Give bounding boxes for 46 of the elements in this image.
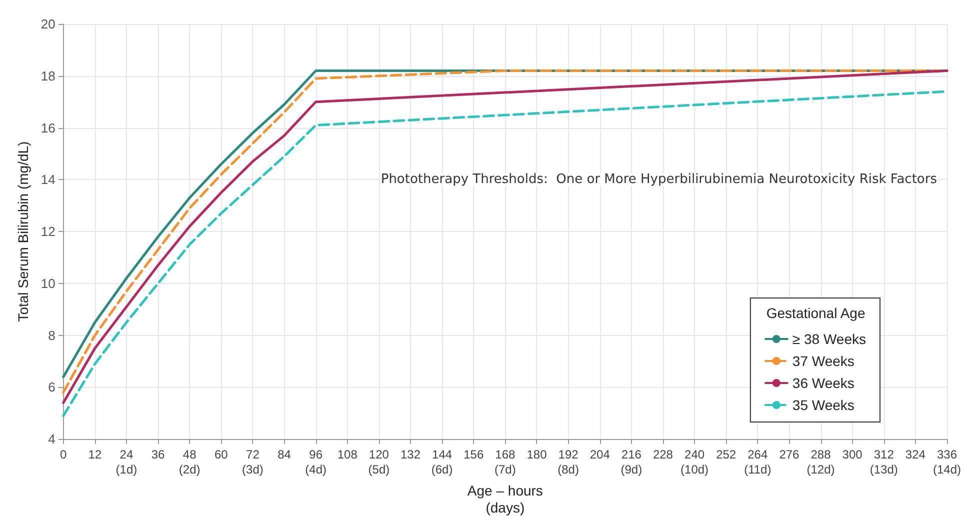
x-tick-label: 180 <box>526 448 548 462</box>
x-tick-label: 300 <box>842 448 863 462</box>
x-tick-label: 96 (4d) <box>305 448 326 477</box>
x-tick-label: 132 <box>400 448 421 462</box>
y-tick-label: 18 <box>40 68 56 84</box>
x-tick-label: 72 (3d) <box>242 448 264 477</box>
y-tick-label: 8 <box>48 328 56 343</box>
legend-label: 36 Weeks <box>792 375 854 391</box>
x-tick-label: 120 (5d) <box>368 448 390 477</box>
y-tick-label: 20 <box>40 16 56 32</box>
x-tick-label: 276 <box>779 448 800 462</box>
x-tick-label: 60 <box>214 448 228 462</box>
x-tick-label: 48 (2d) <box>178 448 200 477</box>
y-tick-label: 16 <box>40 120 56 136</box>
x-tick-label: 168 (7d) <box>494 448 516 477</box>
x-tick-label: 312 (13d) <box>870 448 898 477</box>
x-tick-label: 84 <box>278 448 292 462</box>
x-tick-label: 144 (6d) <box>431 448 453 477</box>
x-tick-label: 216 (9d) <box>620 448 642 477</box>
legend-label: 35 Weeks <box>792 397 854 413</box>
x-axis-title: Age – hours (days) <box>467 482 543 516</box>
x-tick-label: 228 <box>652 448 674 462</box>
x-tick-label: 36 <box>151 448 166 462</box>
x-tick-label: 288 (12d) <box>806 448 835 477</box>
x-tick-label: 264 (11d) <box>744 448 772 477</box>
x-tick-label: 324 <box>905 448 926 462</box>
x-tick-label: 108 <box>337 448 358 462</box>
x-tick-label: 24 (1d) <box>116 448 138 477</box>
x-tick-label: 252 <box>716 448 736 462</box>
y-tick-label: 12 <box>40 224 56 240</box>
y-axis-title: Total Serum Bilirubin (mg/dL) <box>15 141 31 322</box>
y-tick-label: 14 <box>40 172 56 188</box>
x-tick-label: 12 <box>88 448 102 462</box>
y-tick-label: 6 <box>48 380 56 395</box>
legend-label: ≥ 38 Weeks <box>792 331 866 347</box>
x-tick-label: 240 (10d) <box>680 448 709 477</box>
x-tick-label: 204 <box>590 448 610 462</box>
x-tick-label: 156 <box>464 448 484 462</box>
legend-label: 37 Weeks <box>792 353 854 369</box>
y-tick-label: 4 <box>48 432 56 447</box>
x-tick-label: 192 (8d) <box>558 448 579 477</box>
x-tick-label: 0 <box>60 448 68 462</box>
y-tick-label: 10 <box>40 276 56 291</box>
annotation: Phototherapy Thresholds: One or More Hyperbilirubinemia Neurotoxicity Risk Factors <box>380 172 938 187</box>
x-tick-label: 336 (14d) <box>932 448 962 477</box>
legend-title: Gestational Age <box>766 305 866 321</box>
